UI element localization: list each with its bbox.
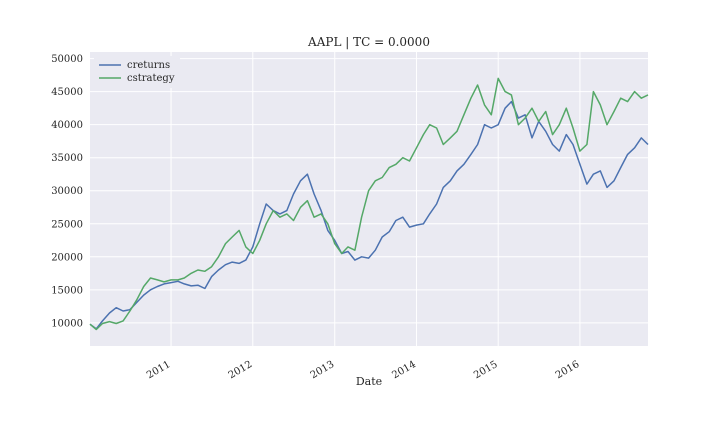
x-axis-label: Date: [356, 375, 382, 388]
y-tick-label: 50000: [51, 54, 83, 65]
series-line-creturns: [89, 100, 649, 330]
y-tick-label: 40000: [51, 120, 83, 131]
y-tick-label: 20000: [51, 252, 83, 263]
chart-title: AAPL | TC = 0.0000: [307, 35, 430, 49]
legend: creturns cstrategy: [94, 56, 180, 88]
y-tick-label: 45000: [51, 87, 83, 98]
x-tick-label: 2015: [472, 359, 500, 381]
y-tick-label: 25000: [51, 219, 83, 230]
x-tick-label: 2011: [145, 359, 173, 381]
y-tick-label: 30000: [51, 186, 83, 197]
x-tick-label: 2016: [554, 359, 582, 381]
plot-area: [90, 52, 648, 346]
y-tick-label: 10000: [51, 318, 83, 329]
legend-label-creturns: creturns: [127, 60, 170, 71]
series-line-cstrategy: [89, 77, 649, 331]
y-tick-label: 15000: [51, 285, 83, 296]
y-tick-label: 35000: [51, 153, 83, 164]
x-tick-label: 2012: [227, 359, 255, 381]
x-tick-label: 2013: [309, 359, 337, 381]
y-axis-ticks: 10000 15000 20000 25000 30000 35000 40000 45000…: [51, 54, 83, 329]
series-lines: [89, 77, 649, 331]
x-tick-label: 2014: [390, 359, 418, 381]
legend-box: [94, 56, 180, 88]
legend-label-cstrategy: cstrategy: [127, 73, 175, 84]
